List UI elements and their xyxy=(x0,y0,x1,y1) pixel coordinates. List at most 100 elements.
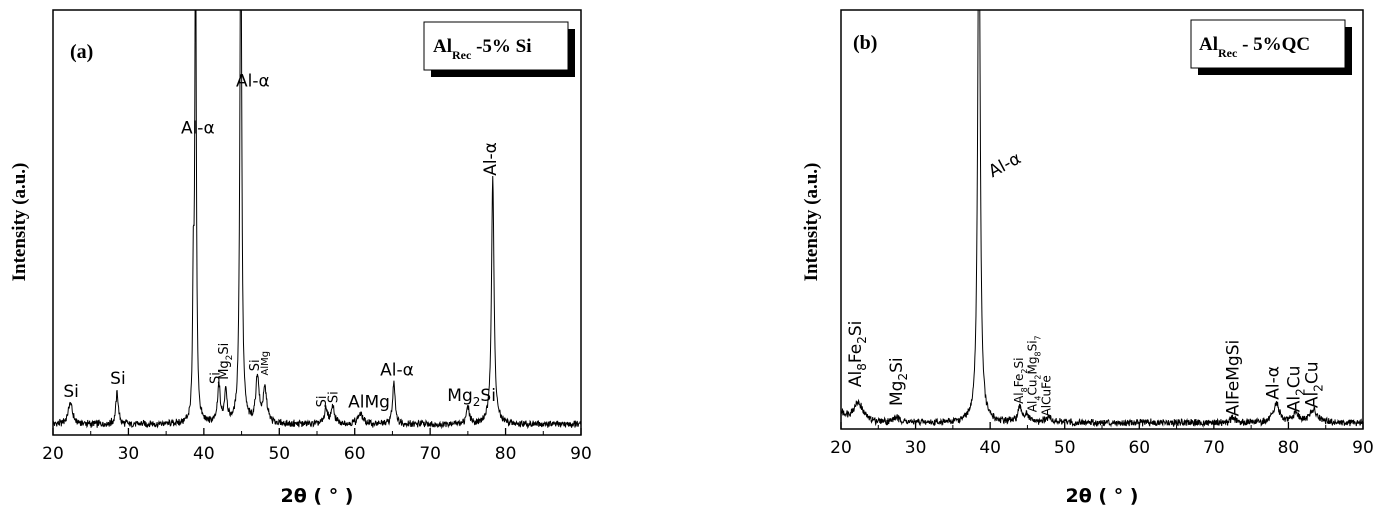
panela-x-tick-label: 70 xyxy=(419,444,441,464)
panela-peak-label: Si xyxy=(248,359,263,371)
peak-label-part: 2 xyxy=(1312,384,1326,392)
panelb-x-tick-label: 30 xyxy=(905,438,927,458)
peak-label-part: Mg xyxy=(1025,356,1039,374)
svg-text:AlRec -5% Si: AlRec -5% Si xyxy=(433,36,532,62)
panel-a-ticks: 20 30 40 50 60 70 80 90 xyxy=(42,428,592,464)
panelb-peak-label: Al4Cu2Mg8Si7 xyxy=(1025,335,1042,412)
peak-label-part: Mg xyxy=(447,386,472,406)
panela-x-tick-label: 90 xyxy=(570,444,592,464)
peak-label-part: Al-α xyxy=(1264,366,1284,400)
peak-label-part: Cu xyxy=(1025,380,1039,396)
peak-label-part: Al xyxy=(1012,392,1026,404)
panel-b: 20 30 40 50 60 70 80 90 Al8Fe2SiMg2SiAl-αAl8Fe2… xyxy=(801,9,1374,507)
panela-peak-label: AlMg xyxy=(348,392,390,412)
peak-label-part: Si xyxy=(887,357,907,373)
panel-b-x-label: 2θ ( ° ) xyxy=(1066,485,1139,507)
panelb-peak-label: Mg2Si xyxy=(887,357,910,406)
panelb-peak-label: AlFeMgSi xyxy=(1224,340,1244,417)
panela-x-tick-label: 50 xyxy=(268,444,290,464)
peak-label-part: Si xyxy=(315,396,330,408)
panel-a: 20 30 40 50 60 70 80 90 SiSiAl-αAl-αSiMg2SiSiAl… xyxy=(9,9,592,507)
panel-a-y-label: Intensity (a.u.) xyxy=(9,163,30,282)
panela-peak-label: Si xyxy=(315,396,330,408)
peak-label-part: 2 xyxy=(896,373,910,381)
panelb-peak-label: AlCuFe xyxy=(1040,375,1054,416)
peak-label-part: Mg xyxy=(217,360,232,379)
peak-label-part: 7 xyxy=(1033,335,1042,340)
panelb-x-tick-label: 80 xyxy=(1278,438,1300,458)
peak-label-part: Si xyxy=(209,372,224,384)
panel-a-legend-main: Al xyxy=(433,36,452,57)
peak-label-part: Al-α xyxy=(481,142,501,176)
panelb-x-tick-label: 40 xyxy=(979,438,1001,458)
peak-label-part: Fe xyxy=(846,344,866,363)
panelb-peak-label: Al8Fe2Si xyxy=(846,321,869,387)
panelb-peak-label: Al8Fe2Si xyxy=(1012,358,1029,404)
panela-peak-label: Mg2Si xyxy=(447,386,496,409)
panelb-x-tick-label: 20 xyxy=(830,438,852,458)
panelb-peak-label: Al-α xyxy=(1264,366,1284,400)
panel-a-legend-rest: -5% Si xyxy=(471,36,531,57)
peak-label-part: Si xyxy=(480,386,496,406)
peak-label-part: Al xyxy=(1285,396,1305,412)
peak-label-part: Fe xyxy=(1012,374,1026,388)
panelb-x-tick-label: 50 xyxy=(1054,438,1076,458)
panel-a-legend: AlRec -5% Si xyxy=(423,21,575,77)
panel-b-y-label: Intensity (a.u.) xyxy=(801,163,822,282)
peak-label-part: 8 xyxy=(1020,387,1029,392)
peak-label-part: 2 xyxy=(1020,369,1029,374)
peak-label-part: 8 xyxy=(855,363,869,371)
panel-b-series-line xyxy=(841,10,1363,429)
peak-label-part: Si xyxy=(248,359,263,371)
panela-peak-label: Al-α xyxy=(181,118,215,138)
panela-x-tick-label: 80 xyxy=(495,444,517,464)
peak-label-part: Si xyxy=(63,382,79,402)
peak-label-part: Cu xyxy=(1285,366,1305,389)
panela-peak-label: Mg2Si xyxy=(217,343,235,380)
peak-label-part: 2 xyxy=(1294,388,1308,396)
peak-label-part: Si xyxy=(110,369,126,389)
panel-a-label: (a) xyxy=(70,41,93,63)
panelb-peak-label: Al-α xyxy=(985,149,1024,182)
peak-label-part: 2 xyxy=(473,395,481,409)
panelb-peak-label: Al2Cu xyxy=(1285,366,1308,413)
panel-b-annotations: Al8Fe2SiMg2SiAl-αAl8Fe2SiAl4Cu2Mg8Si7AlC… xyxy=(846,149,1325,417)
peak-label-part: Si xyxy=(1012,358,1026,369)
panel-b-legend-main: Al xyxy=(1199,34,1218,55)
panel-b-ticks: 20 30 40 50 60 70 80 90 xyxy=(830,422,1374,458)
peak-label-part: Cu xyxy=(1303,361,1323,384)
peak-label-part: Al xyxy=(1025,401,1039,413)
panela-x-tick-label: 20 xyxy=(42,444,64,464)
peak-label-part: Al-α xyxy=(985,149,1024,182)
peak-label-part: Si xyxy=(326,391,341,403)
peak-label-part: Al-α xyxy=(181,118,215,138)
peak-label-part: Al xyxy=(1303,392,1323,408)
panela-peak-label: Si xyxy=(110,369,126,389)
panelb-x-tick-label: 70 xyxy=(1203,438,1225,458)
peak-label-part: Al-α xyxy=(380,361,414,381)
panela-peak-label: Al-α xyxy=(380,361,414,381)
peak-label-part: 2 xyxy=(1033,374,1042,379)
peak-label-part: Si xyxy=(217,343,232,355)
panela-peak-label: Al-α xyxy=(481,142,501,176)
panelb-x-tick-label: 90 xyxy=(1352,438,1374,458)
peak-label-part: Al xyxy=(846,371,866,387)
panel-b-legend: AlRec - 5%QC xyxy=(1190,19,1352,75)
panela-peak-label: Si xyxy=(209,372,224,384)
peak-label-part: 4 xyxy=(1033,396,1042,401)
panel-b-legend-rest: - 5%QC xyxy=(1237,34,1310,55)
panelb-peak-label: Al2Cu xyxy=(1303,361,1326,408)
peak-label-part: 8 xyxy=(1033,351,1042,356)
panel-a-legend-sub: Rec xyxy=(452,48,472,62)
panela-peak-label: Si xyxy=(326,391,341,403)
peak-label-part: Mg xyxy=(887,381,907,406)
panela-x-tick-label: 30 xyxy=(118,444,140,464)
panela-x-tick-label: 40 xyxy=(193,444,215,464)
peak-label-part: AlCuFe xyxy=(1040,375,1054,416)
peak-label-part: Si xyxy=(846,321,866,337)
peak-label-part: AlFeMgSi xyxy=(1224,340,1244,417)
panela-peak-label: AlMg xyxy=(260,351,271,376)
peak-label-part: Si xyxy=(1025,340,1039,351)
